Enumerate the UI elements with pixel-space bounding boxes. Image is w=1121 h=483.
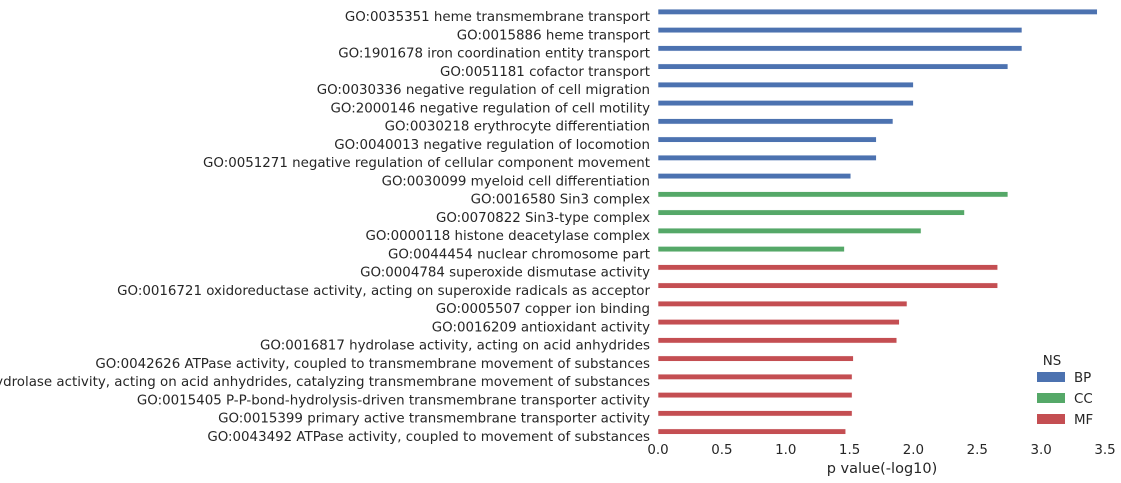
x-tick-label: 2.5 [967, 443, 988, 458]
category-label: GO:0004784 superoxide dismutase activity [360, 266, 650, 281]
bar-mf [657, 282, 999, 289]
category-label: GO:0030099 myeloid cell differentiation [382, 174, 650, 189]
legend-items: BP CC MF [1037, 371, 1093, 428]
x-tick-label: 1.5 [839, 443, 860, 458]
bar-bp [657, 27, 1023, 34]
bar-mf [657, 410, 853, 417]
bar-mf [657, 428, 847, 435]
bar-cc [657, 191, 1009, 198]
legend-swatch-cc [1037, 393, 1065, 403]
category-labels: GO:0035351 heme transmembrane transport G… [0, 10, 650, 445]
bar-cc [657, 209, 965, 216]
category-label: GO:0042626 ATPase activity, coupled to t… [95, 357, 650, 372]
category-label: GO:0000118 histone deacetylase complex [365, 229, 650, 244]
bar-bp [657, 8, 1098, 15]
x-tick-label: 1.0 [775, 443, 796, 458]
bar-mf [657, 392, 853, 399]
bar-bp [657, 136, 877, 143]
legend: NS BP CC MF [1037, 354, 1093, 428]
x-tick-label: 2.0 [903, 443, 924, 458]
bars-group [657, 8, 1098, 435]
category-label: GO:0030218 erythrocyte differentiation [385, 120, 650, 135]
x-axis-ticks: 0.0 0.5 1.0 1.5 2.0 2.5 3.0 3.5 [647, 443, 1115, 458]
category-label: GO:0051181 cofactor transport [440, 65, 650, 80]
bar-bp [657, 81, 914, 88]
category-label: GO:0040013 negative regulation of locomo… [334, 138, 650, 153]
category-label: GO:0015399 primary active transmembrane … [218, 412, 650, 427]
x-tick-label: 3.0 [1030, 443, 1051, 458]
x-axis-title: p value(-log10) [827, 461, 938, 477]
category-label: GO:0016580 Sin3 complex [471, 193, 650, 208]
category-label: GO:0016820 hydrolase activity, acting on… [0, 375, 650, 390]
category-label: GO:0015886 heme transport [457, 28, 650, 43]
x-tick-label: 0.5 [711, 443, 732, 458]
category-label: GO:0030336 negative regulation of cell m… [317, 83, 650, 98]
x-tick-label: 3.5 [1094, 443, 1115, 458]
bar-cc [657, 227, 922, 234]
legend-title: NS [1043, 354, 1062, 369]
bar-bp [657, 100, 914, 107]
bar-bp [657, 154, 877, 161]
x-tick-label: 0.0 [647, 443, 668, 458]
category-label: GO:1901678 iron coordination entity tran… [338, 47, 650, 62]
legend-swatch-bp [1037, 372, 1065, 382]
bar-bp [657, 63, 1009, 70]
bar-mf [657, 300, 908, 307]
legend-swatch-mf [1037, 414, 1065, 424]
bar-mf [657, 337, 898, 344]
category-label: GO:0070822 Sin3-type complex [436, 211, 650, 226]
category-label: GO:0051271 negative regulation of cellul… [203, 156, 650, 171]
legend-label-mf: MF [1074, 413, 1093, 428]
legend-label-cc: CC [1074, 392, 1093, 407]
bar-mf [657, 319, 900, 326]
category-label: GO:0015405 P-P-bond-hydrolysis-driven tr… [137, 393, 650, 408]
bar-mf [657, 373, 853, 380]
bar-bp [657, 173, 852, 180]
bar-mf [657, 355, 854, 362]
category-label: GO:0005507 copper ion binding [436, 302, 650, 317]
bar-cc [657, 246, 845, 253]
bar-bp [657, 118, 894, 125]
category-label: GO:0016817 hydrolase activity, acting on… [260, 339, 650, 354]
bar-bp [657, 45, 1023, 52]
category-label: GO:0044454 nuclear chromosome part [388, 247, 650, 262]
bar-mf [657, 264, 999, 271]
legend-label-bp: BP [1074, 371, 1091, 386]
category-label: GO:0016209 antioxidant activity [432, 320, 650, 335]
category-label: GO:0043492 ATPase activity, coupled to m… [207, 430, 650, 445]
category-label: GO:0035351 heme transmembrane transport [345, 10, 650, 25]
category-label: GO:2000146 negative regulation of cell m… [331, 101, 651, 116]
category-label: GO:0016721 oxidoreductase activity, acti… [117, 284, 650, 299]
